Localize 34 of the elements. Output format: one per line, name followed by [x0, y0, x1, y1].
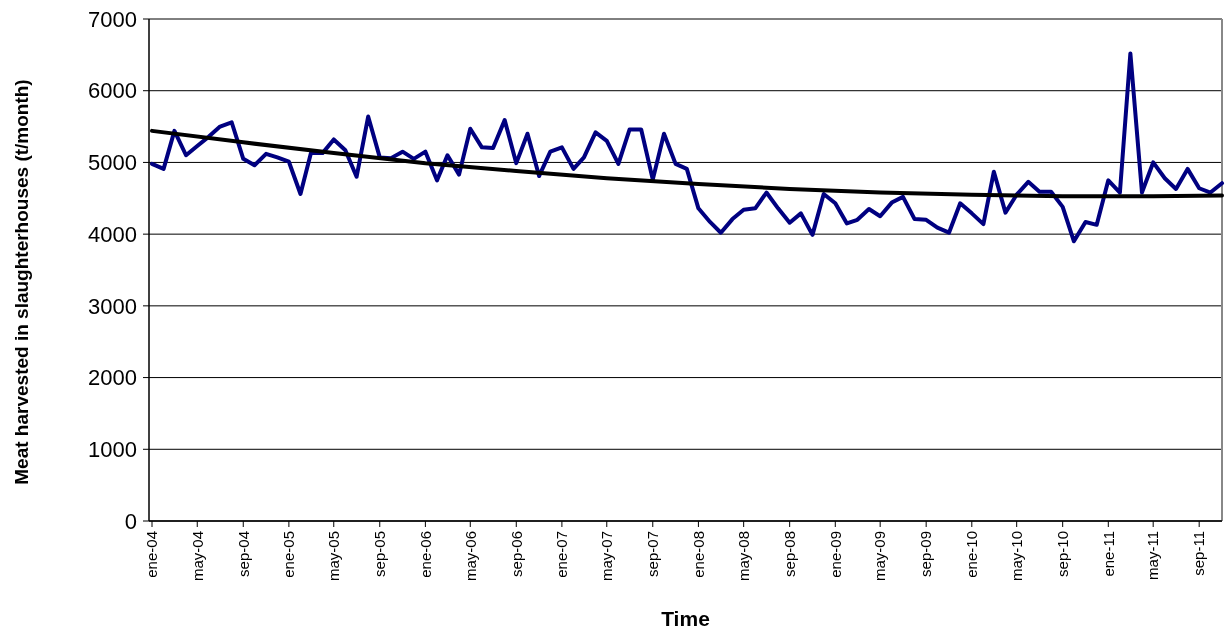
x-tick-label: ene-10: [963, 531, 981, 578]
y-tick-label: 7000: [88, 6, 137, 32]
x-tick-label: ene-11: [1099, 531, 1117, 577]
x-tick-label: may-10: [1007, 531, 1025, 582]
x-tick-label: sep-04: [234, 531, 252, 577]
x-tick-label: sep-09: [917, 531, 935, 577]
x-axis-title: Time: [661, 607, 710, 630]
y-tick-label: 1000: [88, 436, 137, 462]
x-tick-label: may-05: [325, 531, 343, 582]
x-tick-label: sep-10: [1053, 531, 1071, 577]
x-tick-label: may-07: [598, 531, 616, 582]
x-tick-label: may-11: [1144, 531, 1162, 580]
y-tick-label: 5000: [88, 150, 137, 176]
x-tick-label: may-04: [188, 531, 206, 582]
y-tick-label: 6000: [88, 78, 137, 104]
x-tick-label: sep-05: [371, 531, 389, 577]
x-tick-label: may-09: [871, 531, 889, 582]
x-tick-label: sep-08: [780, 531, 798, 577]
y-tick-label: 0: [124, 508, 137, 534]
x-tick-label: ene-04: [143, 531, 161, 578]
x-tick-label: ene-08: [689, 531, 707, 578]
x-tick-label: may-08: [734, 531, 752, 582]
x-tick-label: sep-06: [507, 531, 525, 577]
x-tick-label: ene-09: [826, 531, 844, 578]
x-tick-label: ene-07: [553, 531, 571, 578]
x-tick-label: sep-11: [1190, 531, 1208, 576]
x-tick-label: ene-05: [280, 531, 298, 578]
x-tick-label: may-06: [461, 531, 479, 582]
y-axis-title: Meat harvested in slaughterhouses (t/month): [11, 79, 32, 485]
y-tick-label: 4000: [88, 221, 137, 247]
y-tick-label: 2000: [88, 365, 137, 391]
x-tick-label: ene-06: [416, 531, 434, 578]
y-tick-label: 3000: [88, 293, 137, 319]
x-tick-label: sep-07: [644, 531, 662, 577]
